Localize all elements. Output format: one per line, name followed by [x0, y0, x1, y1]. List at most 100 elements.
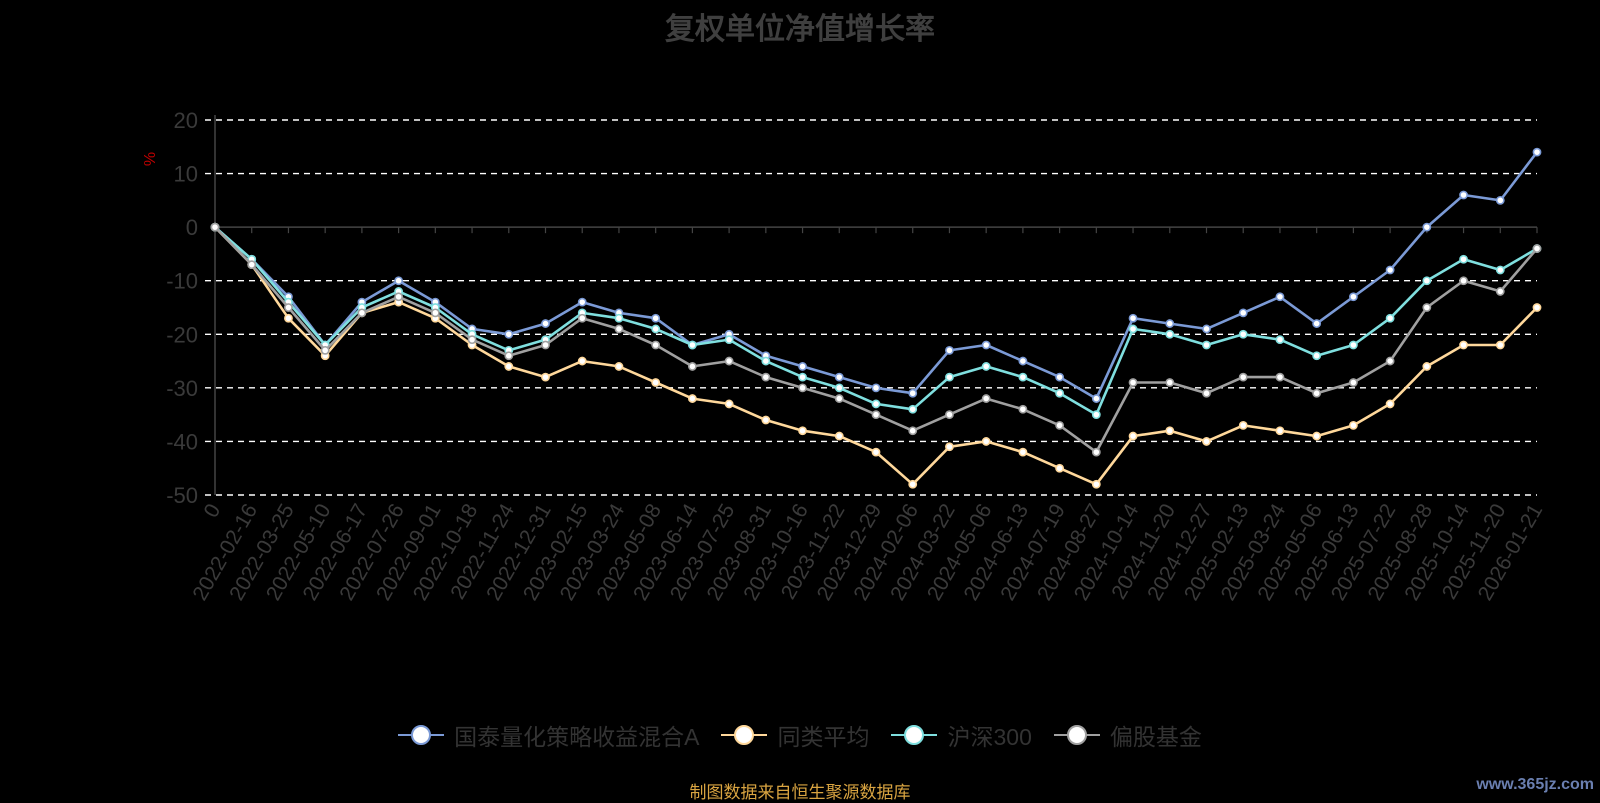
data-point [1165, 329, 1175, 339]
data-point [1495, 195, 1505, 205]
data-point [687, 362, 697, 371]
data-point [871, 383, 881, 393]
data-point [1312, 388, 1322, 398]
data-point [1532, 303, 1542, 312]
data-point [1275, 335, 1285, 345]
legend-label: 沪深300 [947, 724, 1032, 750]
legend-marker-icon [721, 725, 768, 745]
data-point [1312, 319, 1322, 328]
data-point [541, 340, 550, 350]
data-point [1312, 351, 1322, 361]
data-point [1128, 313, 1138, 323]
y-tick-label: -30 [166, 376, 198, 401]
data-point [798, 362, 807, 371]
data-point [945, 372, 954, 382]
data-point [504, 351, 514, 361]
data-point [651, 324, 661, 334]
data-point [541, 372, 550, 382]
data-point [908, 404, 918, 414]
data-point [1495, 287, 1505, 296]
y-tick-label: 0 [186, 215, 198, 240]
data-point [834, 383, 844, 393]
data-point [430, 308, 440, 318]
data-point [1018, 372, 1028, 382]
data-point [1348, 340, 1358, 350]
data-point [1312, 431, 1322, 441]
data-point [908, 388, 918, 398]
data-point [945, 442, 954, 452]
legend-label: 同类平均 [777, 724, 870, 750]
data-point [210, 222, 220, 232]
y-tick-label: -40 [166, 429, 198, 454]
data-point [945, 410, 954, 420]
watermark: www.365jz.com [1476, 776, 1594, 793]
y-tick-label: -50 [166, 483, 198, 508]
data-point [577, 313, 587, 323]
legend-label: 国泰量化策略收益混合A [454, 724, 700, 750]
data-point [1275, 292, 1285, 302]
legend-label: 偏股基金 [1109, 724, 1202, 750]
data-point [357, 308, 367, 318]
data-point [1128, 431, 1138, 441]
data-point [798, 372, 807, 382]
legend-item-peer-average[interactable]: 同类平均 [721, 718, 869, 752]
data-point [981, 394, 991, 403]
y-tick-label: -10 [166, 269, 198, 294]
legend-marker-icon [398, 725, 445, 745]
data-point [724, 335, 734, 345]
data-point [1348, 378, 1358, 387]
data-point [320, 345, 330, 355]
data-point [284, 313, 293, 323]
data-point [981, 340, 991, 350]
data-point [834, 372, 844, 382]
data-point [908, 426, 918, 436]
data-point [651, 313, 661, 323]
data-point [798, 383, 807, 393]
data-point [724, 356, 734, 366]
data-point [761, 415, 771, 425]
data-point [614, 362, 624, 371]
legend-item-fund[interactable]: 国泰量化策略收益混合A [398, 718, 699, 752]
y-tick-label: -20 [166, 322, 198, 347]
data-point [504, 329, 514, 339]
data-point [871, 447, 881, 457]
data-point [1202, 437, 1211, 446]
chart-title: 复权单位净值增长率 [665, 13, 935, 46]
legend-marker-icon [891, 725, 938, 745]
data-point [1165, 319, 1175, 328]
legend-item-equity-fund[interactable]: 偏股基金 [1053, 718, 1202, 752]
data-point [1532, 147, 1542, 157]
data-point [1348, 420, 1358, 430]
legend-marker-icon [1053, 725, 1100, 745]
data-point [981, 362, 991, 371]
data-point [871, 410, 881, 420]
data-point [981, 437, 991, 446]
data-point [687, 394, 697, 403]
legend-item-csi300[interactable]: 沪深300 [891, 718, 1032, 752]
data-point [467, 335, 477, 345]
data-point [394, 292, 404, 302]
y-axis-unit-label: % [142, 151, 160, 167]
data-point [1385, 313, 1395, 323]
x-tick-label: 0 [200, 500, 226, 522]
data-point [1459, 190, 1468, 200]
data-point [1385, 399, 1395, 409]
tick-label-layer: 20100-10-20-30-40-5002022-02-162022-03-2… [166, 108, 1547, 605]
data-point [577, 297, 587, 307]
data-point [1238, 420, 1248, 430]
data-point [1275, 372, 1285, 382]
data-point [1091, 479, 1101, 489]
data-point [394, 276, 404, 286]
data-point [1202, 388, 1211, 398]
data-point [1238, 329, 1248, 339]
data-point [1091, 394, 1101, 403]
legend: 国泰量化策略收益混合A 同类平均 沪深300 偏股基金 [0, 718, 1600, 752]
data-point [834, 394, 844, 403]
y-tick-label: 20 [174, 108, 198, 133]
data-point [541, 319, 550, 328]
data-point [1018, 447, 1028, 457]
data-point [1018, 356, 1028, 366]
series-line-1 [214, 226, 1538, 486]
data-point [1202, 324, 1211, 334]
data-point [687, 340, 697, 350]
